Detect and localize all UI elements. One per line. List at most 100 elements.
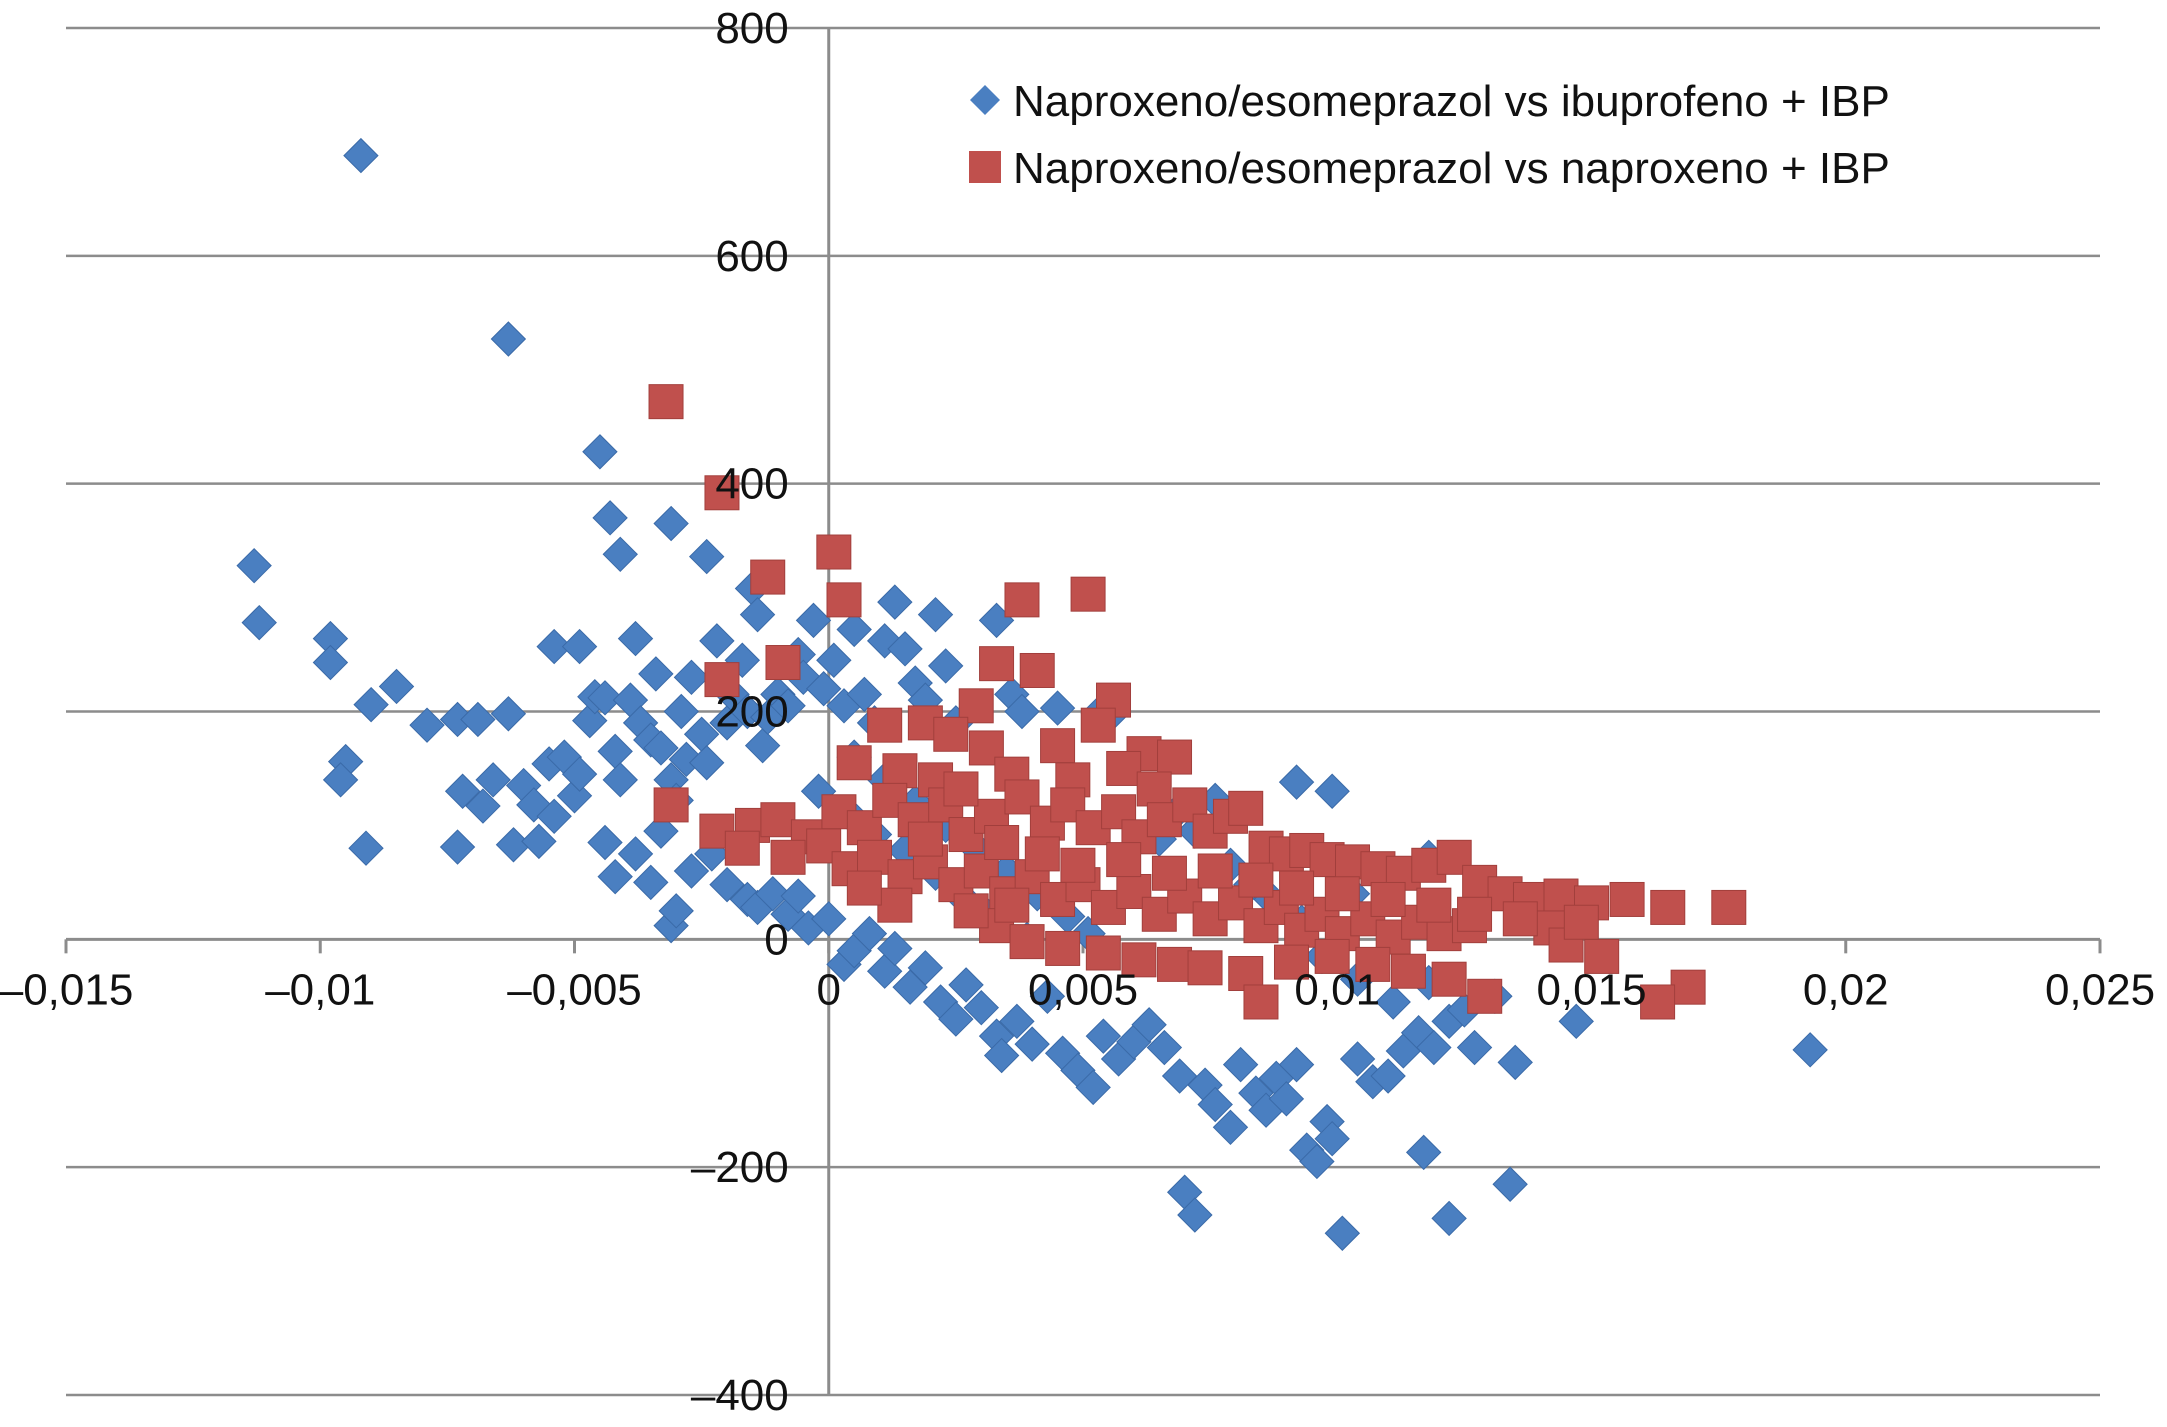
- series-0-point-122: [1075, 1069, 1111, 1106]
- series-0-point-77: [927, 648, 964, 684]
- y-tick-label-4: 0: [764, 915, 788, 964]
- series-1-point-74: [724, 830, 760, 866]
- series-0-point-16: [490, 696, 527, 732]
- x-tick-label-1: –0,01: [265, 965, 375, 1014]
- series-0-point-113: [948, 967, 984, 1003]
- series-0-point-123: [1085, 1018, 1122, 1054]
- y-tick-label-6: –400: [691, 1371, 789, 1420]
- series-0-point-108: [877, 930, 913, 967]
- series-1-point-1: [704, 475, 740, 511]
- series-0-point-4: [602, 536, 638, 573]
- series-0-point-116: [983, 1037, 1020, 1074]
- series-1-point-120: [846, 870, 882, 906]
- series-0-point-110: [907, 950, 944, 986]
- x-tick-label-8: 0,025: [2045, 965, 2155, 1014]
- x-tick-label-2: –0,005: [507, 965, 642, 1014]
- legend-marker-1: [969, 151, 1001, 183]
- series-1-point-2: [750, 559, 786, 595]
- series-0-point-141: [1299, 1143, 1335, 1180]
- series-0-point-11: [353, 686, 389, 723]
- series-0-point-96: [709, 866, 745, 903]
- series-0-point-114: [963, 989, 1000, 1026]
- y-tick-label-2: 400: [715, 460, 788, 509]
- series-0-point-36: [597, 733, 633, 770]
- series-1-point-124: [1024, 836, 1060, 872]
- series-1-point-128: [1197, 853, 1233, 889]
- series-1-point-111: [1243, 984, 1279, 1020]
- series-1-point-78: [857, 839, 893, 875]
- series-0-point-132: [1197, 1086, 1233, 1123]
- series-1-point-107: [1121, 942, 1157, 978]
- series-0-point-89: [617, 836, 654, 872]
- series-1-point-16: [933, 716, 969, 752]
- series-1-point-67: [1711, 889, 1747, 925]
- series-0-point-20: [465, 788, 501, 824]
- x-tick-label-7: 0,02: [1803, 965, 1889, 1014]
- series-1-point-50: [1228, 790, 1264, 826]
- series-0-point-12: [378, 668, 415, 705]
- series-1-point-0: [648, 384, 684, 420]
- x-tick-label-6: 0,015: [1536, 965, 1646, 1014]
- series-1-point-116: [1431, 961, 1467, 997]
- series-1-point-106: [1085, 935, 1121, 971]
- series-1-point-27: [1136, 771, 1172, 807]
- y-tick-label-3: 200: [715, 688, 788, 737]
- series-0-point-156: [1492, 1166, 1528, 1202]
- series-0-point-39: [617, 620, 654, 657]
- series-1-point-6: [1070, 576, 1106, 612]
- series-0-point-90: [633, 864, 669, 901]
- series-0-point-51: [699, 623, 735, 659]
- series-1-point-122: [943, 771, 979, 807]
- series-0-point-6: [689, 538, 725, 575]
- series-0-point-33: [572, 702, 608, 739]
- series-0-point-88: [597, 858, 633, 895]
- series-1-point-123: [984, 825, 1020, 861]
- series-0-point-152: [1405, 1134, 1442, 1171]
- series-1-point-104: [1009, 924, 1045, 960]
- series-1-point-129: [1238, 862, 1274, 898]
- series-0-point-160: [1314, 773, 1350, 809]
- series-1-point-134: [1457, 896, 1493, 932]
- series-0-point-37: [602, 762, 638, 798]
- series-0-point-158: [1792, 1032, 1828, 1068]
- legend: Naproxeno/esomeprazol vs ibuprofeno + IB…: [969, 77, 1890, 193]
- series-1-point-126: [1106, 842, 1142, 878]
- series-0-point-0: [343, 137, 379, 174]
- data-points: [236, 137, 1828, 1251]
- series-1-point-119: [877, 887, 913, 923]
- series-1-point-75: [770, 839, 806, 875]
- series-0-point-118: [1014, 1026, 1050, 1062]
- series-0-point-85: [536, 628, 572, 665]
- series-1-point-117: [953, 893, 989, 929]
- series-1-point-131: [1324, 876, 1360, 912]
- series-1-point-8: [704, 662, 740, 698]
- series-1-point-115: [1390, 953, 1426, 989]
- series-1-point-136: [1563, 904, 1599, 940]
- series-1-point-22: [882, 753, 918, 789]
- series-1-point-109: [1187, 950, 1223, 986]
- series-0-point-2: [582, 434, 618, 470]
- series-1-point-125: [1060, 847, 1096, 883]
- series-1-point-130: [1279, 870, 1315, 906]
- series-0-point-147: [1370, 1058, 1406, 1094]
- series-0-point-144: [1324, 1215, 1361, 1251]
- series-0-point-81: [1004, 693, 1040, 730]
- series-0-point-29: [521, 823, 557, 860]
- series-0-point-134: [1222, 1046, 1259, 1083]
- series-1: [648, 384, 1747, 1020]
- series-0-point-139: [1278, 1046, 1315, 1083]
- series-0-point-35: [587, 680, 623, 716]
- series-0-point-68: [836, 611, 872, 648]
- legend-label-0: Naproxeno/esomeprazol vs ibuprofeno + IB…: [1013, 77, 1890, 126]
- series-0-point-21: [475, 762, 511, 798]
- series-1-point-18: [1040, 728, 1076, 764]
- gridlines: [66, 26, 2100, 1397]
- series-1-point-133: [1416, 887, 1452, 923]
- series-0-point-73: [887, 631, 923, 667]
- series-1-point-112: [1273, 944, 1309, 980]
- series-1-point-113: [1314, 938, 1350, 974]
- x-tick-label-5: 0,01: [1294, 965, 1380, 1014]
- y-tick-label-1: 600: [715, 232, 788, 281]
- series-0-point-94: [673, 853, 710, 889]
- series-1-point-11: [958, 688, 994, 724]
